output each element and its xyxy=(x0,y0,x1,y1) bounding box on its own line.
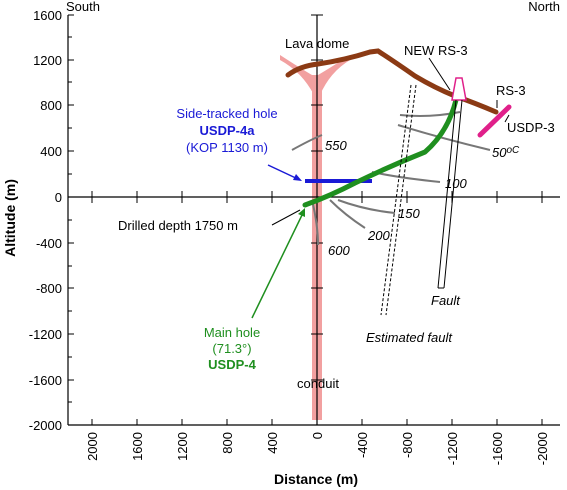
y-tick-label: 0 xyxy=(55,190,62,205)
side-tracked-arrowhead xyxy=(293,174,302,181)
y-tick-label: -1600 xyxy=(29,373,62,388)
isotherm-550 xyxy=(291,134,323,151)
usdp3-label: USDP-3 xyxy=(507,120,555,135)
main-hole-label-1: Main hole xyxy=(204,325,260,340)
isotherm-200 xyxy=(329,199,366,229)
estimated-fault-label: Estimated fault xyxy=(366,330,453,345)
x-tick-label: -800 xyxy=(400,432,415,458)
x-tick-label: 2000 xyxy=(85,432,100,461)
y-axis-title: Altitude (m) xyxy=(2,179,18,257)
isotherm-label-150: 150 xyxy=(398,206,420,221)
estimated-fault-lines xyxy=(380,84,417,316)
leader-lines xyxy=(271,57,510,226)
main-hole-arrow xyxy=(251,212,304,319)
isotherm-50 xyxy=(397,124,491,151)
x-tick-label: -2000 xyxy=(535,432,550,465)
y-tick-label: 1600 xyxy=(33,8,62,23)
x-tick-label: 800 xyxy=(220,432,235,454)
fault-label: Fault xyxy=(431,293,461,308)
rs3-label: RS-3 xyxy=(496,83,526,98)
x-tick-label: 0 xyxy=(310,432,325,439)
isotherm-label-50-unit: oC xyxy=(506,145,520,156)
new-rs3-well xyxy=(451,77,467,101)
side-tracked-label-3: (KOP 1130 m) xyxy=(186,140,268,155)
y-tick-label: 1200 xyxy=(33,53,62,68)
isotherm-label-200: 200 xyxy=(367,228,390,243)
y-tick-label: -2000 xyxy=(29,418,62,433)
x-tick-marks xyxy=(91,191,543,425)
side-tracked-label-2: USDP-4a xyxy=(200,123,256,138)
x-axis-title: Distance (m) xyxy=(274,471,358,487)
y-tick-label: -800 xyxy=(36,281,62,296)
isotherm-100 xyxy=(371,171,441,183)
main-hole-label-2: (71.3°) xyxy=(212,341,251,356)
y-tick-label: 400 xyxy=(40,144,62,159)
main-hole-label-3: USDP-4 xyxy=(208,357,256,372)
x-tick-label: 400 xyxy=(265,432,280,454)
side-tracked-label-1: Side-tracked hole xyxy=(176,106,277,121)
conduit-label: conduit xyxy=(297,376,339,391)
isotherm-label-600: 600 xyxy=(328,243,350,258)
direction-south: South xyxy=(66,0,100,14)
x-tick-label: -400 xyxy=(355,432,370,458)
isotherm-label-50-value: 50 xyxy=(492,145,507,160)
lava-dome-label: Lava dome xyxy=(285,36,349,51)
x-tick-label: -1200 xyxy=(445,432,460,465)
main-hole-arrowhead xyxy=(298,208,305,217)
y-tick-label: -400 xyxy=(36,236,62,251)
new-rs3-label: NEW RS-3 xyxy=(404,43,468,58)
x-tick-label: 1200 xyxy=(175,432,190,461)
isotherm-150 xyxy=(337,199,396,214)
x-tick-label: 1600 xyxy=(130,432,145,461)
x-tick-label: -1600 xyxy=(490,432,505,465)
isotherm-label-550: 550 xyxy=(325,138,347,153)
isotherm-label-100: 100 xyxy=(445,176,467,191)
rs3-line xyxy=(477,104,512,138)
fault-lines xyxy=(437,99,463,289)
y-tick-label: 800 xyxy=(40,98,62,113)
y-tick-marks xyxy=(68,14,323,426)
drilled-depth-label: Drilled depth 1750 m xyxy=(118,218,238,233)
direction-north: North xyxy=(528,0,560,14)
isotherm-label-50: 50oC xyxy=(492,145,520,160)
main-hole-line xyxy=(302,97,459,208)
y-tick-label: -1200 xyxy=(29,327,62,342)
